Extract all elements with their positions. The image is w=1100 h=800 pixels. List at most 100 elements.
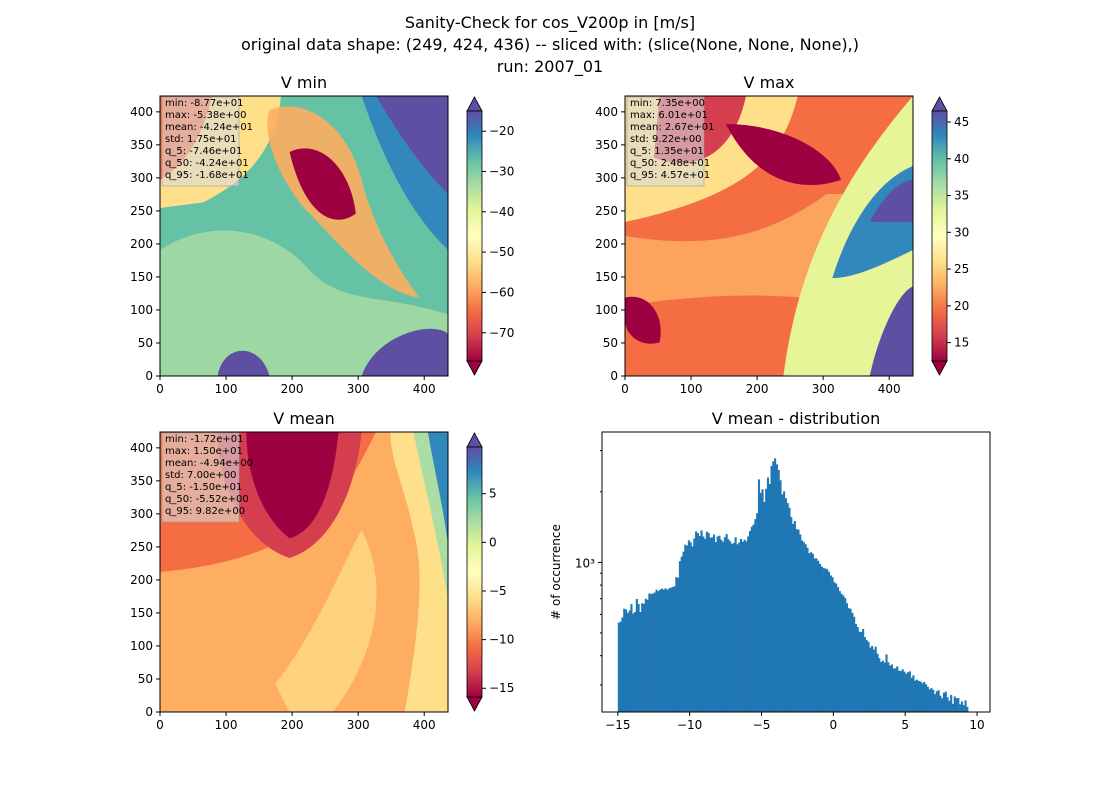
histogram-bar [811,553,814,712]
histogram-bar [730,543,734,712]
v-max-colorbar-tick-label: 25 [954,262,969,276]
histogram-bar [666,589,669,712]
v-max-y-tick-label: 50 [603,336,618,350]
v-mean-y-tick-label: 100 [130,639,153,653]
histogram-bar [810,552,813,712]
histogram-bar [639,612,642,712]
histogram-bar [815,558,818,712]
v-min-panel: V min 0 100 200 300 400 0 50 100 150 200 250 300 350 4… [130,73,514,396]
histogram-bar [743,539,746,712]
histogram-bar [804,544,807,712]
histogram-x-tick-label: 5 [901,718,909,732]
v-max-y-tick-label: 350 [595,138,618,152]
histogram-bar [646,599,649,712]
histogram-bar [628,610,631,712]
v-mean-stats-line: q_95: 9.82e+00 [165,506,245,517]
histogram-bar [675,577,678,712]
v-min-colorbar: −70 −60 −50 −40 −30 −20 [466,96,514,376]
figure-title-line-1: Sanity-Check for cos_V200p in [m/s] [404,13,696,32]
histogram-bar [924,684,928,712]
v-min-stats-line: max: -5.38e+00 [165,110,246,121]
v-max-y-tick-label: 200 [595,237,618,251]
histogram-bar [878,658,881,712]
histogram-bar [840,593,843,712]
v-mean-x-tick-label: 100 [215,718,238,732]
histogram-bar [655,589,658,712]
histogram-bar [799,534,802,712]
histogram-bar [713,534,716,712]
histogram-bars [617,458,969,712]
histogram-bar [950,694,953,712]
histogram-bar [775,464,778,712]
histogram-bar [894,668,897,712]
histogram-bar [919,681,922,712]
histogram-bar [937,690,940,712]
v-max-stats-line: q_95: 4.57e+01 [630,170,710,181]
v-min-y-tick-label: 100 [130,303,153,317]
v-min-colorbar-extend-max [466,96,483,112]
v-min-colorbar-tick-label: −50 [489,245,514,259]
histogram-bar [853,616,856,712]
histogram-bar [930,688,933,712]
histogram-bar [693,538,696,712]
histogram-bar [932,689,935,712]
histogram-x-tick-label: −15 [605,718,630,732]
histogram-bar [720,539,723,712]
histogram-bar [851,612,854,712]
histogram-bar [951,703,955,712]
histogram-bar [849,608,852,712]
histogram-bar [770,465,773,712]
histogram-bar [838,591,841,712]
histogram-bar [765,488,768,712]
histogram-bar [881,660,884,712]
v-min-colorbar-tick-label: −30 [489,164,514,178]
histogram-bar [793,521,796,712]
histogram-bar [887,662,890,712]
histogram-bar [842,595,845,712]
v-min-y-tick-label: 0 [145,369,153,383]
histogram-bar [912,675,915,712]
histogram-bar [903,671,906,712]
v-min-stats-line: std: 1.75e+01 [165,134,237,145]
histogram-x-tick-label: −10 [677,718,702,732]
histogram-bar [686,545,689,712]
v-min-colorbar-tick-label: −20 [489,124,514,138]
histogram-panel: V mean - distribution −15 −10 −5 0 5 10 10³ # of… [549,409,991,732]
histogram-bar [635,598,638,712]
histogram-bar [738,542,741,712]
histogram-bar [786,503,789,712]
histogram-bar [896,666,899,712]
histogram-bar [860,631,863,712]
v-max-x-tick-label: 100 [680,382,703,396]
histogram-bar [704,538,707,712]
histogram-bar [826,569,829,712]
histogram-bar [917,680,920,712]
v-max-panel: V max 0 100 200 300 400 0 50 100 150 200 250 300 350 4… [595,73,969,396]
v-mean-stats-line: max: 1.50e+01 [165,446,243,457]
histogram-bar [907,672,910,712]
histogram-bar [801,540,804,712]
histogram-bar [806,547,809,712]
histogram-bar [889,665,892,712]
histogram-bar [941,698,944,712]
v-mean-y-tick-label: 300 [130,507,153,521]
v-min-title: V min [281,73,327,92]
histogram-bar [901,669,904,712]
histogram-bar [714,542,717,712]
v-mean-stats-line: q_5: -1.50e+01 [165,482,242,493]
histogram-bar [695,531,698,712]
histogram-bar [709,537,712,712]
histogram-bar [960,701,963,712]
histogram-bar [619,621,622,712]
histogram-bar [905,673,908,712]
v-mean-colorbar-gradient [466,446,483,698]
histogram-bar [739,538,743,712]
histogram-bar [684,544,687,712]
v-mean-stats-line: min: -1.72e+01 [165,434,244,445]
histogram-bar [899,671,902,712]
histogram-bar [766,477,769,712]
v-min-x-tick-label: 200 [281,382,304,396]
v-max-stats-background [626,96,705,187]
